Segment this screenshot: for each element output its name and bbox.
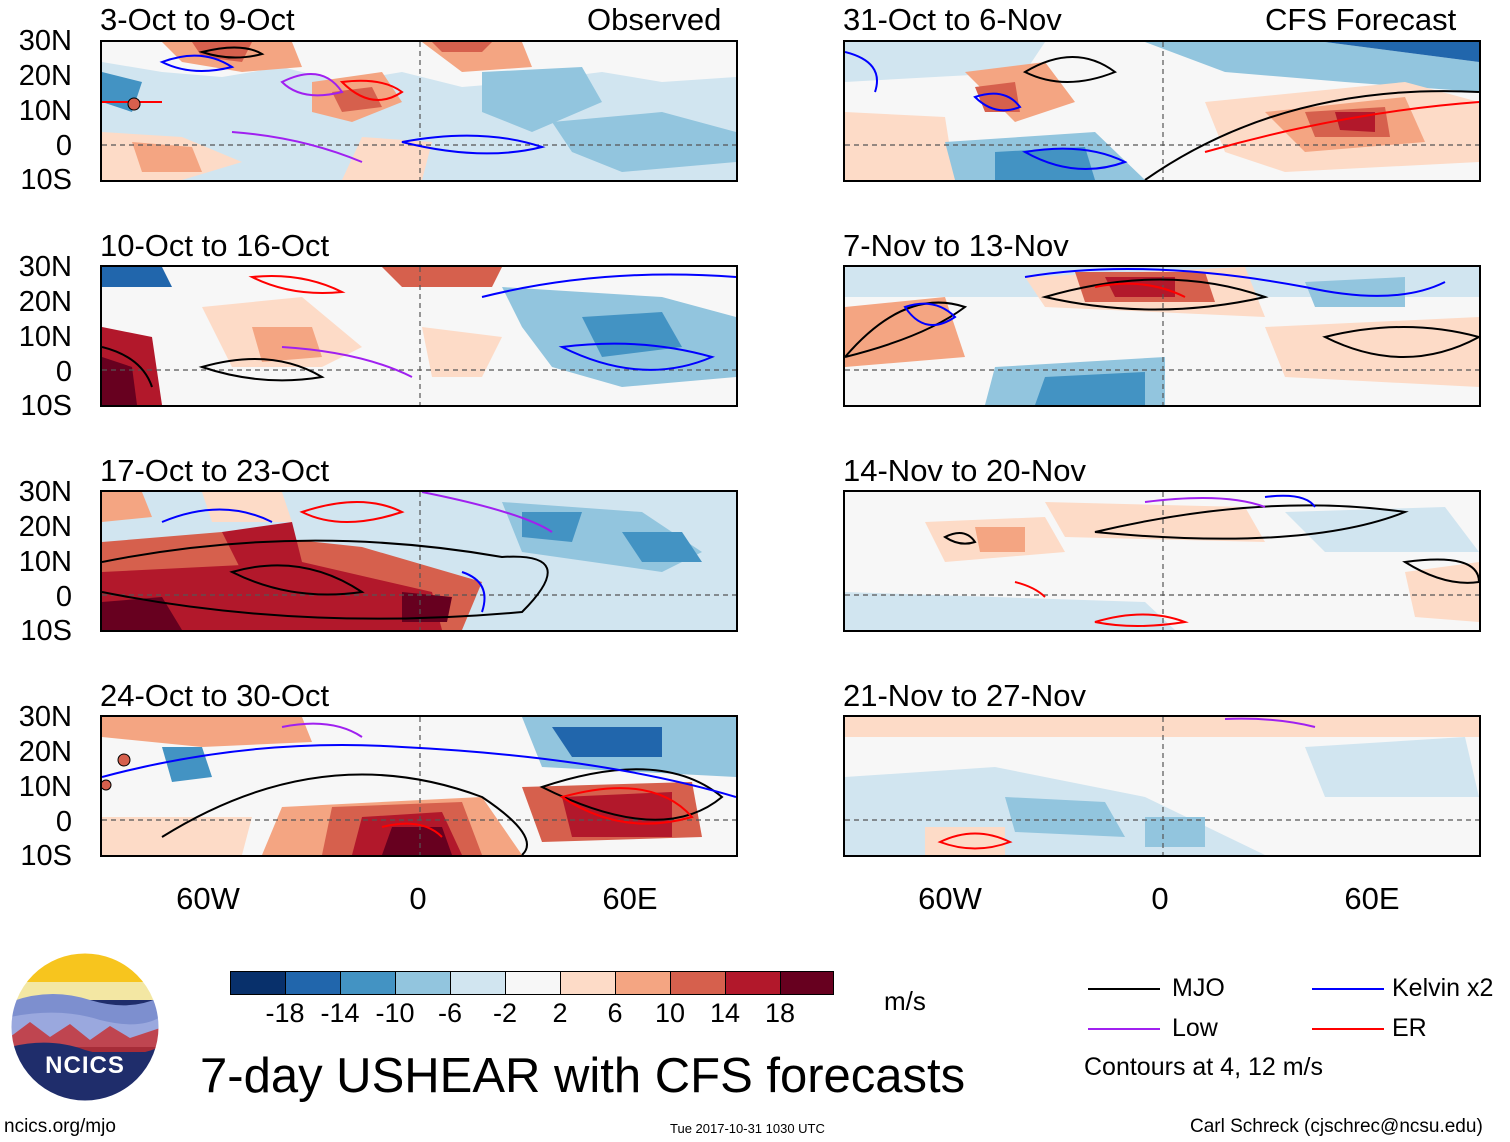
map-panel-7 — [843, 490, 1481, 632]
colorbar-swatch — [780, 971, 834, 995]
map-panel-7-plot — [845, 492, 1479, 630]
footer-url[interactable]: ncics.org/mjo — [4, 1116, 116, 1137]
y-tick-label: 10N — [18, 95, 72, 127]
map-panel-1-plot — [102, 42, 736, 180]
y-tick-label: 0 — [55, 356, 72, 388]
colorbar-swatch — [230, 971, 286, 995]
y-tick-label: 10S — [20, 615, 72, 647]
map-panel-8 — [843, 715, 1481, 857]
panel-title-5: 31-Oct to 6-Nov — [843, 2, 1062, 37]
colorbar-units: m/s — [884, 986, 926, 1016]
legend-label-mjo: MJO — [1172, 974, 1225, 1002]
colorbar-swatch — [285, 971, 341, 995]
map-panel-5-plot — [845, 42, 1479, 180]
legend-swatch-low — [1088, 1028, 1160, 1030]
colorbar-swatch — [725, 971, 781, 995]
contour-note: Contours at 4, 12 m/s — [1084, 1053, 1324, 1081]
y-tick-label: 20N — [18, 60, 72, 92]
map-panel-6-plot — [845, 267, 1479, 405]
map-panel-3 — [100, 490, 738, 632]
y-tick-label: 30N — [18, 701, 72, 733]
map-panel-2-plot — [102, 267, 736, 405]
y-tick-label: 0 — [55, 581, 72, 613]
legend-swatch-er — [1312, 1028, 1384, 1030]
colorbar-swatch — [560, 971, 616, 995]
colorbar-label: -10 — [375, 998, 415, 1028]
colorbar-label: -6 — [437, 998, 462, 1028]
colorbar-label: -14 — [320, 998, 360, 1028]
y-tick-label: 30N — [18, 25, 72, 57]
map-panel-4-plot — [102, 717, 736, 855]
footer-author: Carl Schreck (cjschrec@ncsu.edu) — [1190, 1116, 1483, 1137]
y-tick-label: 0 — [55, 130, 72, 162]
y-tick-label: 30N — [18, 251, 72, 283]
colorbar-label: 18 — [764, 998, 796, 1028]
y-tick-label: 0 — [55, 806, 72, 838]
y-tick-label: 10S — [20, 164, 72, 196]
ncics-logo-icon — [10, 952, 160, 1102]
colorbar-label: 6 — [607, 998, 623, 1028]
ncics-logo[interactable]: NCICS — [10, 952, 160, 1102]
panel-title-7: 14-Nov to 20-Nov — [843, 453, 1086, 488]
colorbar-label: -18 — [265, 998, 305, 1028]
colorbar-swatch — [340, 971, 396, 995]
x-tick-label: 0 — [1151, 881, 1169, 916]
footer-timestamp: Tue 2017-10-31 1030 UTC — [670, 1121, 825, 1136]
main-title: 7-day USHEAR with CFS forecasts — [200, 1049, 966, 1103]
x-tick-label: 60E — [1344, 881, 1400, 916]
map-panel-6 — [843, 265, 1481, 407]
x-tick-label: 60W — [918, 881, 982, 916]
y-tick-label: 10S — [20, 390, 72, 422]
colorbar-label: 14 — [709, 998, 741, 1028]
legend-label-low: Low — [1172, 1014, 1218, 1042]
panel-title-1: 3-Oct to 9-Oct — [100, 2, 295, 37]
y-tick-label: 10S — [20, 840, 72, 872]
map-panel-8-plot — [845, 717, 1479, 855]
map-panel-2 — [100, 265, 738, 407]
colorbar-swatch — [505, 971, 561, 995]
y-tick-label: 10N — [18, 546, 72, 578]
map-panel-4 — [100, 715, 738, 857]
map-panel-3-plot — [102, 492, 736, 630]
colorbar-swatch — [615, 971, 671, 995]
legend-label-er: ER — [1392, 1014, 1427, 1042]
y-tick-label: 30N — [18, 476, 72, 508]
y-tick-label: 20N — [18, 511, 72, 543]
y-tick-label: 20N — [18, 286, 72, 318]
map-panel-1 — [100, 40, 738, 182]
panel-title-4: 24-Oct to 30-Oct — [100, 678, 330, 713]
colorbar-label: 2 — [552, 998, 568, 1028]
forecast-label: CFS Forecast — [1265, 2, 1457, 37]
x-tick-label: 60W — [176, 881, 240, 916]
colorbar-swatch — [395, 971, 451, 995]
x-tick-label: 0 — [409, 881, 427, 916]
map-panel-5 — [843, 40, 1481, 182]
panel-title-3: 17-Oct to 23-Oct — [100, 453, 330, 488]
legend-label-kelvin: Kelvin x2 — [1392, 974, 1494, 1002]
x-tick-label: 60E — [602, 881, 658, 916]
legend-swatch-kelvin — [1312, 988, 1384, 990]
panel-title-6: 7-Nov to 13-Nov — [843, 228, 1069, 263]
colorbar-swatch — [670, 971, 726, 995]
colorbar-label: 10 — [654, 998, 686, 1028]
logo-text: NCICS — [45, 1052, 125, 1079]
observed-label: Observed — [587, 2, 722, 37]
colorbar-label: -2 — [492, 998, 517, 1028]
y-tick-label: 10N — [18, 321, 72, 353]
y-tick-label: 10N — [18, 771, 72, 803]
panel-title-2: 10-Oct to 16-Oct — [100, 228, 330, 263]
colorbar-swatch — [450, 971, 506, 995]
legend-swatch-mjo — [1088, 988, 1160, 990]
panel-title-8: 21-Nov to 27-Nov — [843, 678, 1086, 713]
y-tick-label: 20N — [18, 736, 72, 768]
